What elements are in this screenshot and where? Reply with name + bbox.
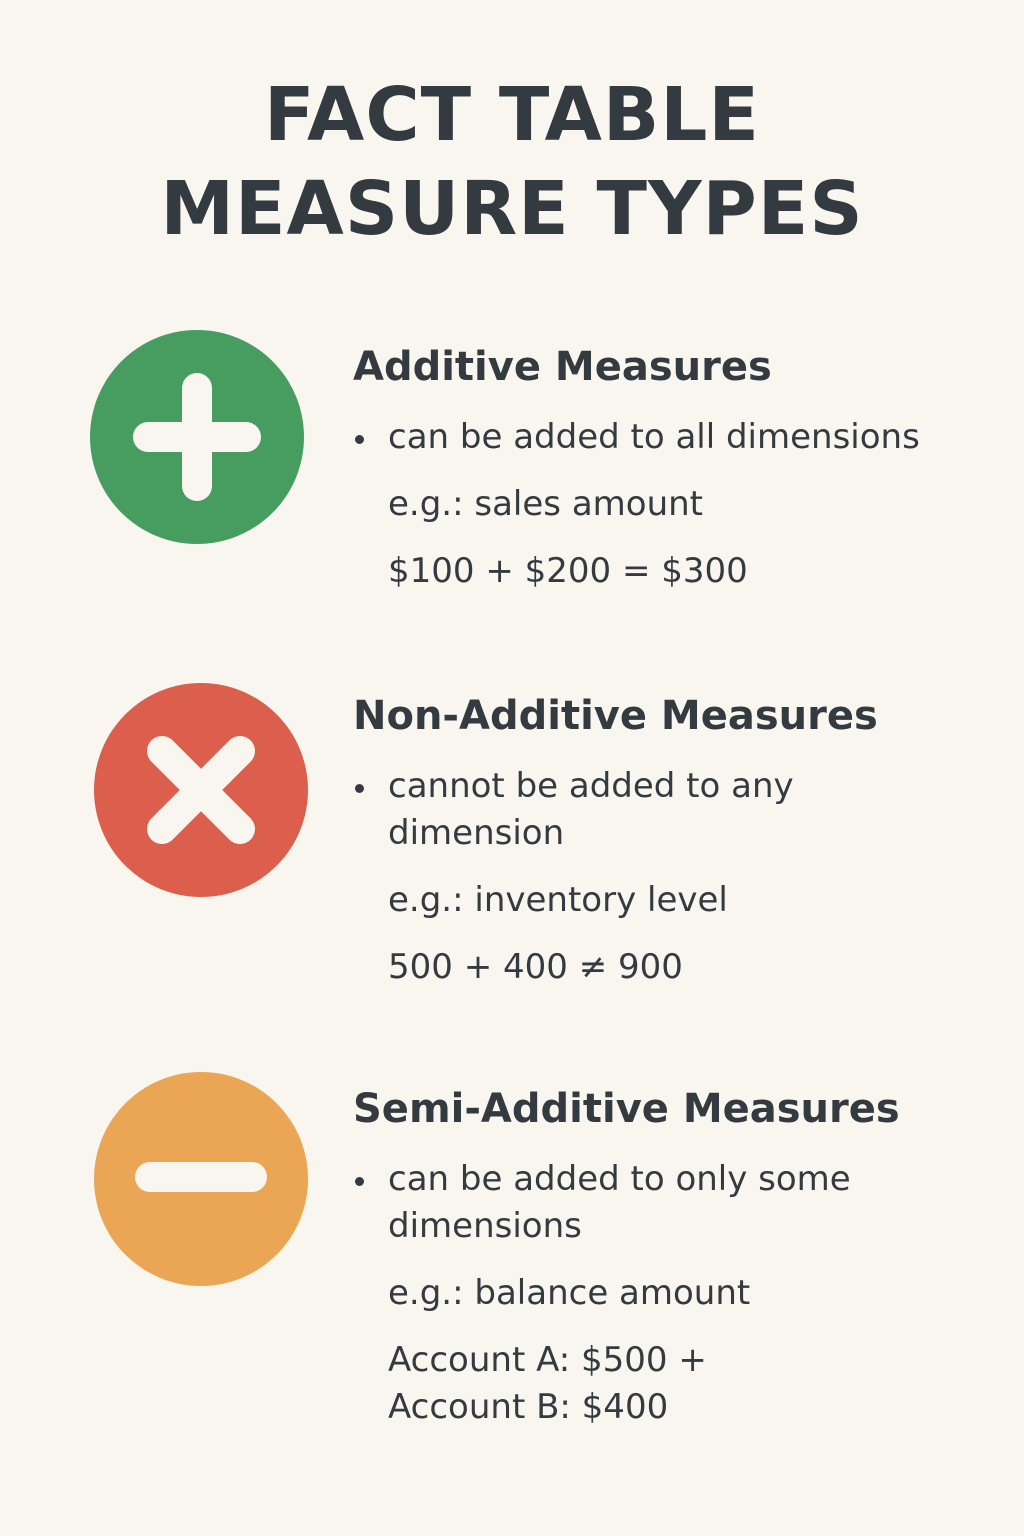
- non-additive-description-line-2: dimension: [388, 813, 565, 853]
- semi-additive-description-line-1: can be added to only some: [388, 1159, 851, 1199]
- minus-icon: [94, 1072, 308, 1286]
- additive-section: Additive Measures can be added to all di…: [353, 342, 993, 595]
- semi-additive-section: Semi-Additive Measures can be added to o…: [353, 1084, 993, 1431]
- non-additive-description-line-1: cannot be added to any: [388, 766, 794, 806]
- semi-additive-formula-line-2: Account B: $400: [388, 1387, 669, 1427]
- semi-additive-heading: Semi-Additive Measures: [353, 1086, 900, 1132]
- additive-formula: $100 + $200 = $300: [388, 551, 748, 591]
- semi-additive-example: e.g.: balance amount: [388, 1273, 751, 1313]
- non-additive-example: e.g.: inventory level: [388, 880, 728, 920]
- non-additive-description: cannot be added to any dimension: [353, 763, 993, 857]
- non-additive-section: Non-Additive Measures cannot be added to…: [353, 691, 993, 991]
- cross-icon: [94, 683, 308, 897]
- semi-additive-formula: Account A: $500 + Account B: $400: [353, 1337, 993, 1431]
- additive-heading: Additive Measures: [353, 344, 772, 390]
- semi-additive-formula-line-1: Account A: $500 +: [388, 1340, 707, 1380]
- title-line-1: FACT TABLE: [264, 72, 760, 158]
- semi-additive-description-line-2: dimensions: [388, 1206, 582, 1246]
- non-additive-formula: 500 + 400 ≠ 900: [388, 947, 683, 987]
- page-title: FACT TABLE MEASURE TYPES: [0, 68, 1024, 256]
- non-additive-heading: Non-Additive Measures: [353, 693, 878, 739]
- plus-icon: [90, 330, 304, 544]
- additive-example: e.g.: sales amount: [388, 484, 703, 524]
- semi-additive-description: can be added to only some dimensions: [353, 1156, 993, 1250]
- title-line-2: MEASURE TYPES: [160, 166, 864, 252]
- additive-description: can be added to all dimensions: [353, 414, 993, 461]
